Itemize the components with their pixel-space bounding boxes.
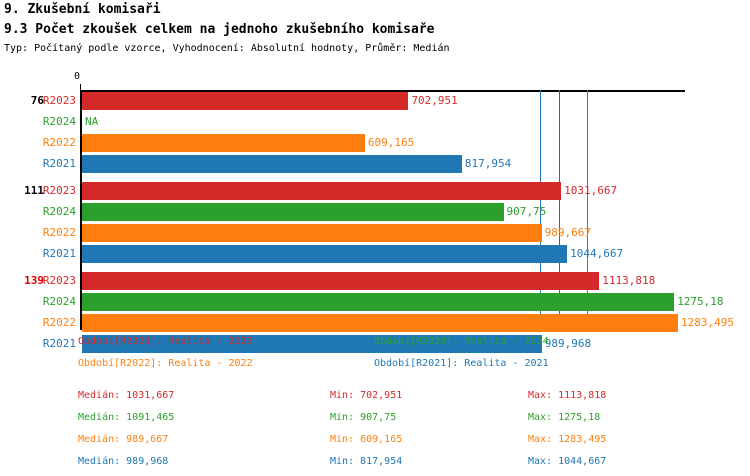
- row-label-r2022: R2022: [42, 316, 76, 329]
- stat-min: Min: 702,951: [330, 390, 403, 401]
- row-label-r2023: R2023: [42, 184, 76, 197]
- stat-median: Medián: 1091,465: [78, 412, 175, 423]
- chart-row: 76 R2023 702,951: [0, 92, 750, 110]
- row-label-r2024: R2024: [42, 115, 76, 128]
- bar-value-label: 609,165: [367, 136, 415, 149]
- bar-value-label: 817,954: [464, 157, 512, 170]
- chart-row: 111 R2023 1031,667: [0, 182, 750, 200]
- chart-row: R2022 609,165: [0, 134, 750, 152]
- stat-max: Max: 1283,495: [528, 434, 607, 445]
- bar-r2023: [82, 92, 409, 110]
- median-reference-line-r2021: [539, 90, 541, 330]
- bar-value-label: 989,968: [544, 337, 592, 350]
- page-title: 9. Zkušební komisaři: [4, 2, 161, 17]
- bar-r2022: [82, 314, 679, 332]
- bar-r2022: [82, 134, 365, 152]
- bar-value-label: NA: [85, 115, 99, 128]
- legend-item: Období[R2023]: Realita - 2023: [78, 336, 253, 347]
- legend-item: Období[R2024]: Realita - 2024: [374, 336, 549, 347]
- group-label: 139: [24, 274, 44, 287]
- axis-tick: [80, 84, 81, 92]
- stat-median: Medián: 989,667: [78, 434, 169, 445]
- group-label-box: 111: [0, 182, 44, 200]
- bar-r2024: [82, 293, 675, 311]
- stat-min: Min: 609,165: [330, 434, 403, 445]
- stat-median: Medián: 989,968: [78, 456, 169, 467]
- row-label-r2022: R2022: [42, 226, 76, 239]
- bar-r2021: [82, 335, 542, 353]
- chart-row: R2024 NA: [0, 113, 750, 131]
- group-label-box: 139: [0, 272, 44, 290]
- stat-max: Max: 1044,667: [528, 456, 607, 467]
- axis-top-line: [80, 90, 685, 92]
- bar-r2024: [82, 203, 504, 221]
- bar-value-label: 1113,818: [602, 274, 656, 287]
- legend-item: Období[R2021]: Realita - 2021: [374, 358, 549, 369]
- legend: Období[R2023]: Realita - 2023 Období[R202…: [0, 336, 750, 380]
- row-label-r2021: R2021: [42, 247, 76, 260]
- row-label-r2021: R2021: [42, 157, 76, 170]
- chart-row: R2021 989,968: [0, 335, 750, 353]
- stat-max: Max: 1275,18: [528, 412, 601, 423]
- row-label-r2024: R2024: [42, 205, 76, 218]
- statistics-table: Medián: 1031,667 Min: 702,951 Max: 1113,81…: [0, 390, 750, 476]
- stat-max: Max: 1113,818: [528, 390, 607, 401]
- row-label-r2021: R2021: [42, 337, 76, 350]
- bar-value-label: 1275,18: [677, 295, 724, 308]
- group-label-box: 76: [0, 92, 44, 110]
- chart-row: R2024 907,75: [0, 203, 750, 221]
- chart-row: R2021 817,954: [0, 155, 750, 173]
- median-reference-line-r2024: [586, 90, 588, 330]
- bar-value-label: 907,75: [506, 205, 547, 218]
- group-label: 76: [30, 94, 44, 107]
- axis-vertical-line: [80, 90, 82, 330]
- bar-value-label: 989,667: [544, 226, 591, 239]
- bar-r2021: [82, 245, 568, 263]
- stat-min: Min: 817,954: [330, 456, 403, 467]
- plot-area: 0 76 R2023 702,951 R2024 NA R2022 609,165 R2021…: [0, 62, 750, 353]
- bar-value-label: 702,951: [411, 94, 458, 107]
- stat-median: Medián: 1031,667: [78, 390, 175, 401]
- bar-value-label: 1044,667: [570, 247, 624, 260]
- stat-min: Min: 907,75: [330, 412, 397, 423]
- bar-r2022: [82, 224, 542, 242]
- legend-item: Období[R2022]: Realita - 2022: [78, 358, 253, 369]
- median-reference-line-r2023: [559, 90, 561, 330]
- row-label-r2023: R2023: [42, 94, 76, 107]
- chart-title: 9.3 Počet zkoušek celkem na jednoho zkuš…: [4, 22, 435, 37]
- axis-zero-label: 0: [74, 71, 81, 82]
- bar-r2023: [82, 182, 562, 200]
- chart-row: R2022 989,667: [0, 224, 750, 242]
- chart-row: R2024 1275,18: [0, 293, 750, 311]
- row-label-r2022: R2022: [42, 136, 76, 149]
- chart-row: R2021 1044,667: [0, 245, 750, 263]
- bar-value-label: 1283,495: [681, 316, 735, 329]
- group-label: 111: [24, 184, 44, 197]
- chart-subtitle: Typ: Počítaný podle vzorce, Vyhodnocení:…: [4, 43, 450, 54]
- chart-row: 139 R2023 1113,818: [0, 272, 750, 290]
- row-label-r2023: R2023: [42, 274, 76, 287]
- bar-r2021: [82, 155, 462, 173]
- bar-value-label: 1031,667: [564, 184, 618, 197]
- row-label-r2024: R2024: [42, 295, 76, 308]
- chart-row: R2022 1283,495: [0, 314, 750, 332]
- bar-r2023: [82, 272, 600, 290]
